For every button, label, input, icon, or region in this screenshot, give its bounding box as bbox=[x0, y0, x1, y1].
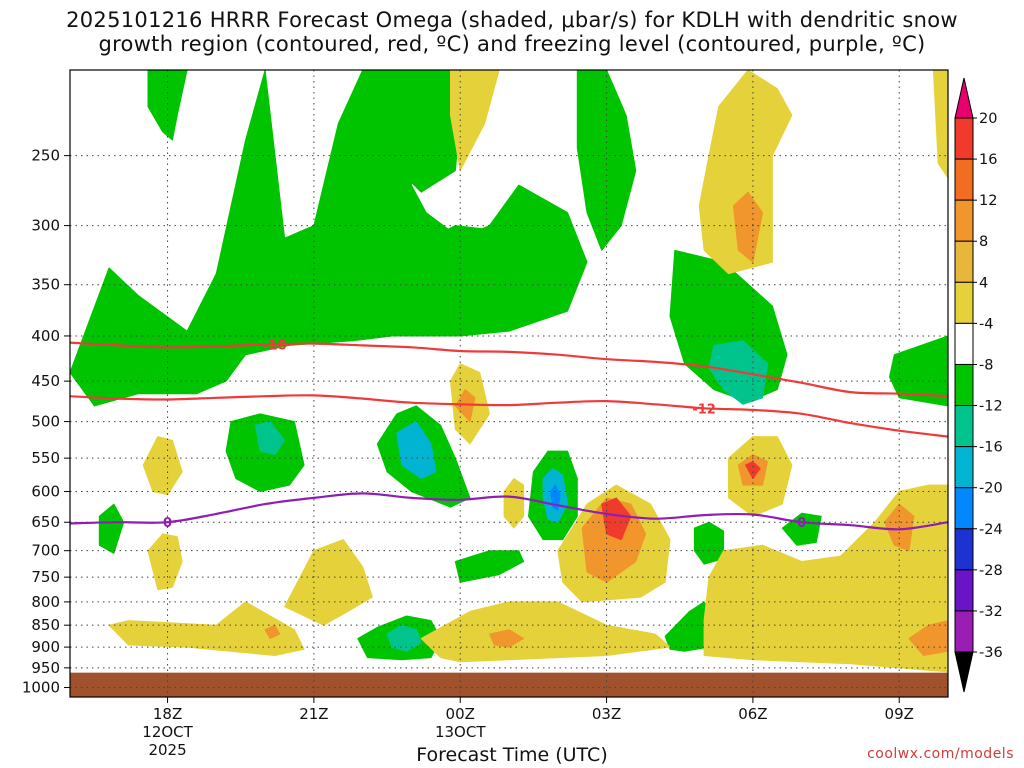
omega-region-teal-lower-center-left bbox=[386, 624, 422, 652]
ground-terrain bbox=[70, 672, 948, 697]
y-tick-label-700: 700 bbox=[31, 542, 60, 560]
omega-region-orange-mid-center bbox=[454, 389, 476, 423]
plot-frame bbox=[69, 69, 949, 698]
omega-region-yellow-top-center bbox=[450, 70, 500, 172]
colorbar-label--28: -28 bbox=[979, 563, 1003, 579]
contour-label-dgz-minus12-0: -12 bbox=[692, 402, 716, 417]
contour-label-freezing-level-0: 0 bbox=[163, 516, 172, 531]
colorbar-top-arrow bbox=[954, 77, 974, 119]
omega-region-yellow-far-right-top bbox=[932, 70, 948, 179]
colorbar-box-2 bbox=[954, 199, 974, 242]
colorbar-bottom-arrow bbox=[954, 651, 974, 693]
omega-region-green-far-right bbox=[889, 335, 948, 407]
omega-region-red-mid-right bbox=[601, 497, 632, 541]
y-tick-label-450: 450 bbox=[31, 372, 60, 390]
x-axis-label: Forecast Time (UTC) bbox=[416, 744, 608, 766]
y-tick-label-1000: 1000 bbox=[22, 679, 60, 697]
y-tick-label-400: 400 bbox=[31, 327, 60, 345]
colorbar-label--24: -24 bbox=[979, 522, 1003, 538]
x-tick-date-00Z: 13OCT bbox=[435, 723, 486, 741]
colorbar-box-5 bbox=[954, 322, 974, 365]
omega-region-green-upper-mid bbox=[381, 70, 466, 193]
colorbar-label--8: -8 bbox=[979, 357, 993, 373]
y-tick-label-550: 550 bbox=[31, 449, 60, 467]
omega-region-yellow-mid-left bbox=[284, 539, 373, 626]
colorbar-box-4 bbox=[954, 281, 974, 324]
omega-region-orange-lower-left bbox=[264, 624, 281, 639]
omega-region-yellow-mid-center-2 bbox=[503, 478, 525, 529]
omega-region-yellow-top-right bbox=[698, 70, 793, 275]
x-tick-label-09Z: 09Z bbox=[885, 705, 914, 723]
y-tick-label-250: 250 bbox=[31, 147, 60, 165]
omega-region-orange-bottom-right bbox=[908, 620, 948, 656]
colorbar-box-10 bbox=[954, 528, 974, 571]
colorbar-box-9 bbox=[954, 487, 974, 530]
y-tick-label-800: 800 bbox=[31, 593, 60, 611]
colorbar-box-7 bbox=[954, 405, 974, 448]
colorbar-box-11 bbox=[954, 569, 974, 612]
colorbar-label--12: -12 bbox=[979, 399, 1003, 415]
colorbar-box-12 bbox=[954, 610, 974, 653]
colorbar-box-6 bbox=[954, 363, 974, 407]
omega-region-cyan-mid-center bbox=[396, 421, 437, 479]
y-tick-label-500: 500 bbox=[31, 413, 60, 431]
y-tick-label-650: 650 bbox=[31, 513, 60, 531]
y-tick-label-750: 750 bbox=[31, 568, 60, 586]
colorbar-box-0 bbox=[954, 117, 974, 160]
omega-region-yellow-lower-right bbox=[703, 484, 948, 673]
colorbar-label-4: 4 bbox=[979, 275, 988, 291]
colorbar-box-8 bbox=[954, 446, 974, 489]
contour-freezing-level bbox=[70, 492, 948, 531]
y-tick-label-950: 950 bbox=[31, 659, 60, 677]
x-tick-label-00Z: 00Z bbox=[446, 705, 475, 723]
x-tick-label-18Z: 18Z bbox=[153, 705, 182, 723]
x-tick-year-18Z: 2025 bbox=[148, 741, 186, 759]
colorbar-label--32: -32 bbox=[979, 604, 1003, 620]
colorbar-label--36: -36 bbox=[979, 645, 1003, 661]
colorbar-label-16: 16 bbox=[979, 152, 997, 168]
x-tick-label-21Z: 21Z bbox=[299, 705, 328, 723]
y-tick-label-850: 850 bbox=[31, 616, 60, 634]
colorbar-box-3 bbox=[954, 240, 974, 283]
colorbar-label--4: -4 bbox=[979, 316, 993, 332]
omega-region-yellow-lower-left bbox=[108, 601, 305, 656]
omega-region-red-lower-right-mid bbox=[745, 461, 761, 479]
contour-dgz-minus12 bbox=[70, 394, 948, 438]
chart-title-line-2: growth region (contoured, red, ºC) and f… bbox=[98, 32, 926, 56]
y-tick-label-300: 300 bbox=[31, 217, 60, 235]
y-tick-label-900: 900 bbox=[31, 638, 60, 656]
contour-label-freezing-level-1: 0 bbox=[797, 516, 806, 531]
omega-region-orange-lower-center bbox=[489, 629, 525, 648]
contour-label-dgz-minus18-0: -18 bbox=[263, 338, 287, 353]
omega-region-yellow-left-lower bbox=[147, 533, 183, 591]
chart-title-line-1: 2025101216 HRRR Forecast Omega (shaded, … bbox=[66, 8, 958, 32]
colorbar-label-20: 20 bbox=[979, 111, 997, 127]
colorbar-label--20: -20 bbox=[979, 481, 1003, 497]
omega-region-green-left-small bbox=[98, 503, 125, 554]
omega-region-green-upper-left bbox=[147, 70, 188, 141]
contour-dgz-minus18 bbox=[70, 341, 948, 398]
omega-region-green-around-teal bbox=[401, 225, 534, 337]
colorbar-label-8: 8 bbox=[979, 234, 988, 250]
x-tick-label-06Z: 06Z bbox=[738, 705, 767, 723]
source-credit: coolwx.com/models bbox=[867, 746, 1014, 762]
y-tick-label-600: 600 bbox=[31, 483, 60, 501]
colorbar-box-1 bbox=[954, 158, 974, 201]
x-tick-date-18Z: 12OCT bbox=[142, 723, 193, 741]
omega-region-teal-mid-left bbox=[254, 421, 286, 456]
y-tick-label-350: 350 bbox=[31, 276, 60, 294]
x-tick-label-03Z: 03Z bbox=[592, 705, 621, 723]
omega-region-orange-top-right bbox=[732, 191, 764, 263]
colorbar-label-12: 12 bbox=[979, 193, 997, 209]
colorbar-label--16: -16 bbox=[979, 440, 1003, 456]
